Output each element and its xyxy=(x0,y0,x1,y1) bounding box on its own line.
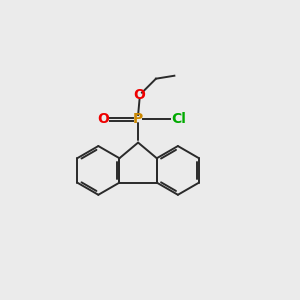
Text: O: O xyxy=(98,112,109,126)
Text: Cl: Cl xyxy=(172,112,187,126)
Text: O: O xyxy=(134,88,146,102)
Text: P: P xyxy=(133,112,143,126)
